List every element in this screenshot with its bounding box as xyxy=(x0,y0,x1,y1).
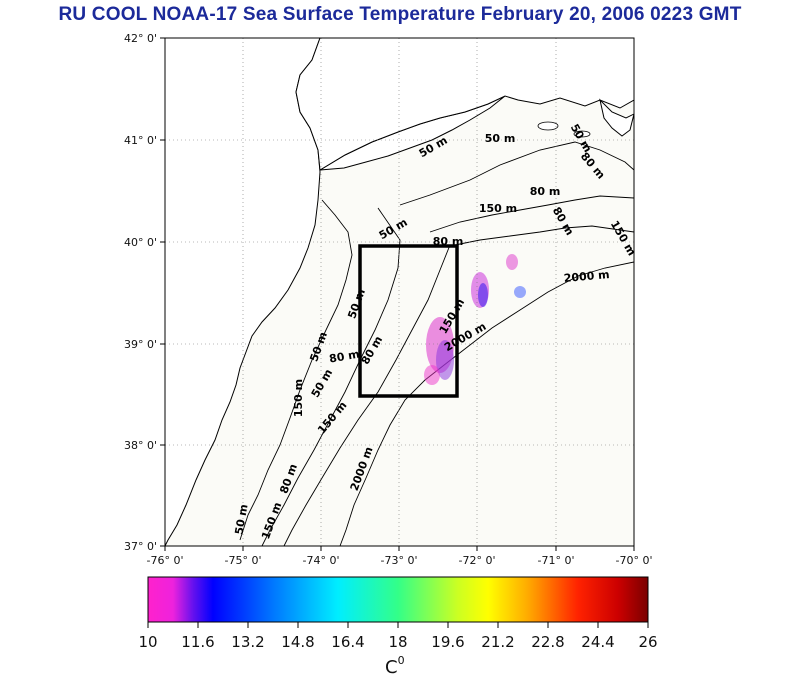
sst-data-patches xyxy=(424,254,526,385)
lat-label: 42° 0' xyxy=(124,32,157,45)
colorbar-tick-label: 22.8 xyxy=(531,633,564,651)
lon-label: -71° 0' xyxy=(538,554,575,567)
lon-label: -70° 0' xyxy=(616,554,653,567)
contour-150m xyxy=(399,141,634,206)
lat-label: 41° 0' xyxy=(124,134,157,147)
graticule xyxy=(165,38,634,546)
contour-label: 80 m xyxy=(530,185,561,198)
bathymetry-contours xyxy=(239,141,634,546)
contour-label: 150 m xyxy=(292,379,305,417)
colorbar-tick-label: 19.6 xyxy=(431,633,464,651)
land-cape-cod xyxy=(599,98,634,137)
land-island xyxy=(573,130,591,138)
colorbar xyxy=(147,576,649,623)
colorbar-tick-label: 11.6 xyxy=(181,633,214,651)
contour-label: 2000 m xyxy=(563,268,610,285)
colorbar-tick-label: 13.2 xyxy=(231,633,264,651)
contour-label: 80 m xyxy=(433,235,464,248)
lat-label: 38° 0' xyxy=(124,439,157,452)
contour-label: 50 m xyxy=(485,132,516,145)
contour-80m xyxy=(261,207,401,546)
lat-label: 39° 0' xyxy=(124,338,157,351)
colorbar-tick-label: 10 xyxy=(138,633,157,651)
lat-label: 40° 0' xyxy=(124,236,157,249)
study-area-box xyxy=(358,244,459,398)
colorbar-tick-label: 14.8 xyxy=(281,633,314,651)
contour-80m-north xyxy=(429,195,634,233)
colorbar-tick-label: 21.2 xyxy=(481,633,514,651)
contour-50m xyxy=(239,199,353,541)
lon-label: -73° 0' xyxy=(381,554,418,567)
contour-label: 80 m xyxy=(328,347,360,365)
lon-label: -74° 0' xyxy=(303,554,340,567)
contour-label: 150 m xyxy=(479,202,517,215)
land-island xyxy=(537,121,559,131)
contour-label: 50 m xyxy=(232,503,250,535)
colorbar-tick-label: 16.4 xyxy=(331,633,364,651)
contour-150m-south xyxy=(283,244,451,546)
colorbar-unit: C0 xyxy=(385,654,405,678)
lon-label: -72° 0' xyxy=(459,554,496,567)
colorbar-tick-label: 26 xyxy=(638,633,657,651)
colorbar-tick-label: 24.4 xyxy=(581,633,614,651)
lon-label: -76° 0' xyxy=(147,554,184,567)
lat-label: 37° 0' xyxy=(124,540,157,553)
contour-150m-east xyxy=(449,225,634,247)
lon-label: -75° 0' xyxy=(225,554,262,567)
map-title: RU COOL NOAA-17 Sea Surface Temperature … xyxy=(58,4,742,25)
colorbar-tick-label: 18 xyxy=(388,633,407,651)
